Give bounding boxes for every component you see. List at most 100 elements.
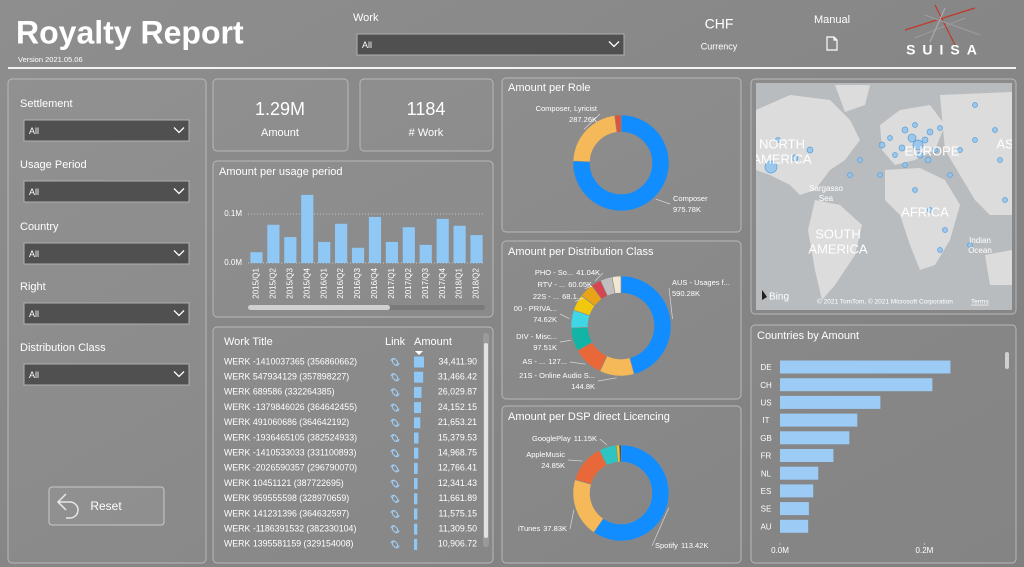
link-icon[interactable] [390, 494, 400, 503]
slice-value: 68.1... [562, 292, 583, 301]
link-icon[interactable] [390, 479, 400, 488]
logo-stroke [924, 14, 981, 36]
bar [780, 466, 819, 480]
slice-label: AppleMusic [526, 450, 565, 459]
x-tick-label: 2017/Q2 [404, 267, 413, 298]
currency: CHF [705, 16, 734, 32]
map-point [924, 156, 932, 164]
bar [780, 431, 850, 445]
dropdown[interactable] [23, 302, 190, 325]
link-icon[interactable] [390, 464, 400, 473]
x-tick-label: 2015/Q2 [269, 267, 278, 298]
work-label: Work [353, 12, 379, 24]
link-icon[interactable] [390, 373, 400, 382]
map-point [947, 172, 953, 178]
filter-label: Settlement [20, 98, 73, 110]
link-icon[interactable] [390, 510, 400, 518]
amount-bar [414, 432, 419, 444]
link-icon[interactable] [390, 449, 400, 458]
logo-stroke [934, 4, 956, 46]
link-icon[interactable] [390, 525, 400, 534]
slice-label: DIV - Misc... [516, 332, 557, 341]
map-attribution: © 2021 TomTom, © 2021 Microsoft Corporat… [817, 298, 953, 306]
map-point [901, 126, 909, 134]
bar [351, 247, 365, 263]
reset-label: Reset [90, 499, 122, 513]
slice-label: AS - ... [522, 357, 545, 366]
slice-label-line: Spotify 113.42K [655, 541, 708, 550]
scrollbar-thumb[interactable] [248, 305, 390, 310]
map-point [926, 128, 934, 136]
slice-value: 37.83K [543, 524, 567, 533]
scrollbar-thumb[interactable] [1005, 352, 1009, 369]
map-label: AMERICA [808, 241, 868, 256]
slice-label-line: 22S - ... 68.1... [533, 292, 583, 301]
amount: 26,029.87 [438, 387, 477, 397]
map-label: EUROPE [905, 143, 960, 158]
map-label: Indian [969, 236, 991, 245]
link-icon[interactable] [390, 540, 400, 549]
dropdown[interactable] [23, 363, 190, 386]
work-title: WERK 689586 (332264385) [224, 387, 335, 397]
map-label: NORTH [759, 136, 805, 151]
amount-bar [414, 462, 418, 474]
work-title: WERK 10451121 (387722695) [224, 478, 344, 488]
dropdown[interactable] [23, 119, 190, 142]
link-icon[interactable] [390, 418, 400, 427]
x-tick-label: 2015/Q3 [285, 267, 294, 298]
dropdown[interactable] [23, 180, 190, 203]
slice-value: 97.51K [533, 343, 557, 352]
x-tick-label: 2017/Q1 [387, 267, 396, 298]
link-icon[interactable] [390, 434, 400, 442]
map-point [877, 172, 883, 178]
reset-button[interactable] [48, 486, 165, 526]
map-point [847, 172, 853, 178]
work-title: WERK -2026590357 (296790070) [224, 463, 357, 473]
dropdown[interactable] [23, 242, 190, 265]
map-terms[interactable]: Terms [971, 299, 989, 306]
amount: 15,379.53 [438, 432, 477, 442]
map-point [1002, 197, 1008, 203]
leader-line [569, 509, 575, 530]
map-point [806, 146, 814, 154]
map-point [907, 133, 917, 143]
link-icon[interactable] [390, 388, 400, 397]
amount: 11,661.89 [439, 493, 478, 503]
map-point [932, 147, 938, 153]
link-icon[interactable] [390, 358, 400, 366]
leader-line [668, 287, 673, 320]
work-title: WERK -1186391532 (382330104) [224, 524, 356, 534]
slice-label-line: RTV - ... 60.05K [537, 280, 592, 289]
leader-line [655, 198, 671, 205]
amount: 24,152.15 [438, 402, 477, 412]
link-icon[interactable] [390, 403, 400, 412]
logo-stroke [929, 7, 946, 43]
panel [212, 160, 494, 318]
scrollbar-thumb[interactable] [484, 343, 488, 538]
card-value: 1184 [407, 99, 446, 119]
amount-bar [414, 508, 418, 520]
map-point [927, 207, 933, 213]
map-point [912, 187, 918, 193]
slice-value: 127... [548, 357, 567, 366]
x-tick-label: 2017/Q3 [421, 267, 430, 298]
bar [436, 218, 449, 263]
dropdown[interactable] [356, 33, 625, 56]
map-land [940, 92, 1012, 215]
amount-bar [414, 538, 418, 550]
amount: 10,906.72 [438, 539, 477, 549]
dropdown-value: All [29, 187, 39, 197]
map-point [937, 247, 943, 253]
slice-value: 113.42K [681, 541, 708, 550]
manual-icon[interactable] [826, 36, 838, 51]
map-point [791, 154, 799, 162]
y-tick-label: NL [761, 469, 772, 478]
bar [453, 225, 466, 263]
dropdown-value: All [29, 370, 39, 380]
slice-value: 144.8K [571, 382, 595, 391]
bar [780, 502, 809, 516]
chart-title: Amount per Role [508, 82, 591, 94]
map-point [898, 144, 906, 152]
bar [780, 484, 814, 498]
